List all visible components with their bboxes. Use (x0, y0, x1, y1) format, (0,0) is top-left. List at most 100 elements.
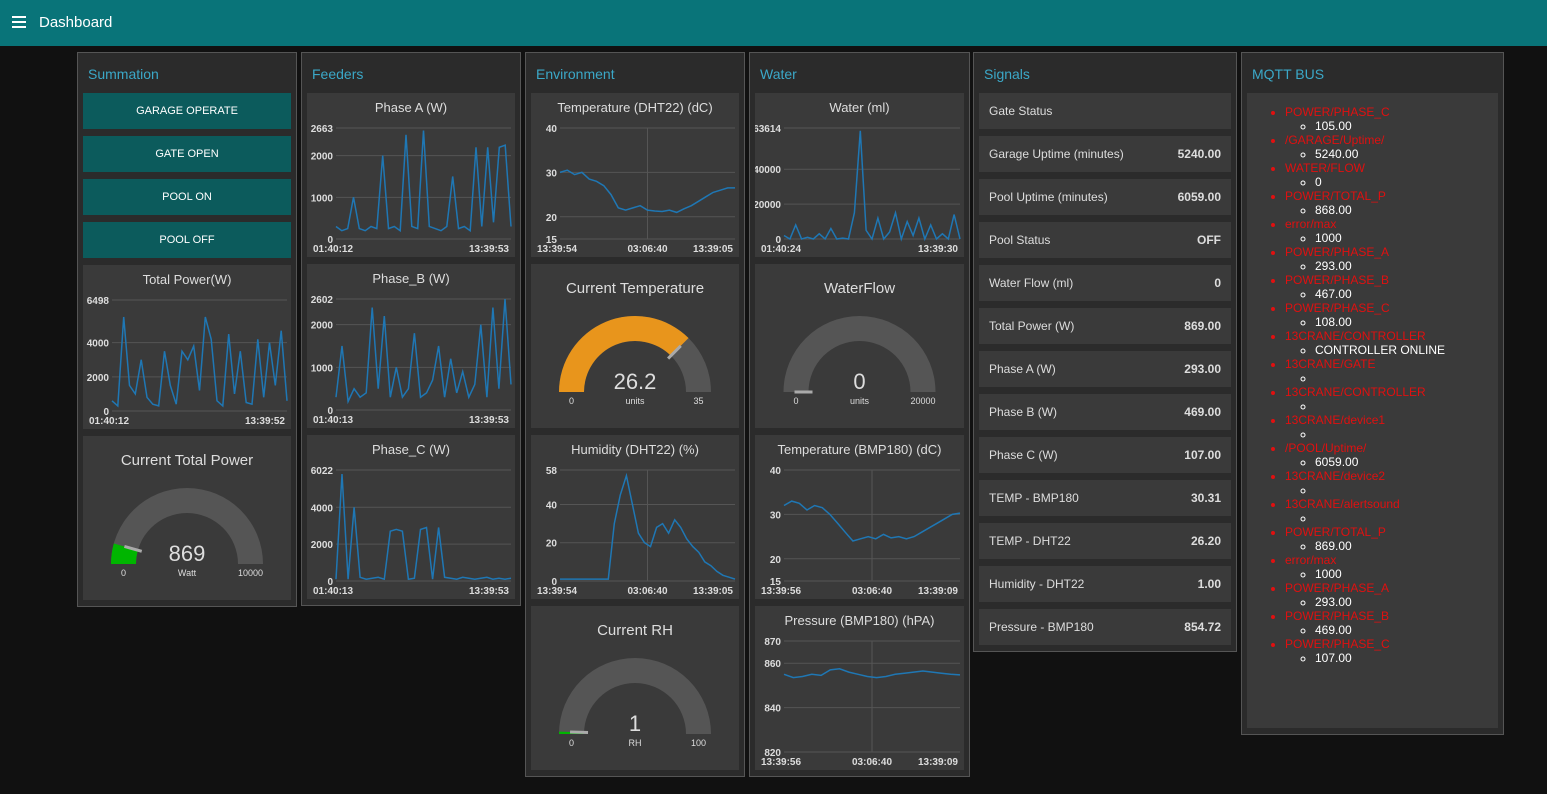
topic-item: POWER/PHASE_B469.00 (1285, 609, 1498, 637)
topic: POWER/PHASE_B (1285, 609, 1390, 623)
group: Summation GARAGE OPERATE GATE OPEN POOL ON P… (77, 52, 297, 607)
topic-item: error/max1000 (1285, 553, 1498, 581)
value-list: 107.00 (1285, 651, 1498, 665)
gauge: Current Total Power 869 Watt 0 10000 (111, 452, 263, 578)
chart: Phase_C (W) 0 2000 4000 6022 01:40:13 13:39:53 (311, 442, 512, 597)
line (559, 169, 735, 214)
value-list: 6059.00 (1285, 455, 1498, 469)
signal-row: Humidity - DHT22 1.00 (979, 566, 1231, 602)
button[interactable]: GATE OPEN (83, 136, 291, 172)
gauge-value: 1 (629, 711, 641, 736)
value-list: 5240.00 (1285, 147, 1498, 161)
topic: error/max (1285, 217, 1337, 231)
x-tick-label: 13:39:54 (537, 244, 577, 255)
group: Environment Temperature (DHT22) (dC) 15 20 3… (525, 52, 745, 777)
signal-row: Total Power (W) 869.00 (979, 308, 1231, 344)
gauge-card: Current RH 1 RH 0 100 (531, 606, 739, 770)
gauge-min: 0 (121, 568, 126, 578)
x-tick-label: 13:39:09 (918, 757, 958, 768)
x-tick-label: 01:40:12 (89, 416, 129, 427)
topic-item: POWER/PHASE_B467.00 (1285, 273, 1498, 301)
x-tick-label: 01:40:13 (313, 415, 353, 426)
button[interactable]: GARAGE OPERATE (83, 93, 291, 129)
header-title: Dashboard (39, 14, 113, 31)
topic-value: 107.00 (1315, 651, 1498, 665)
value-list: 293.00 (1285, 595, 1498, 609)
gauge-track (783, 315, 936, 392)
topic: 13CRANE/alertsound (1285, 497, 1400, 511)
signal-row: Phase C (W) 107.00 (979, 437, 1231, 473)
topic-item: POWER/PHASE_A293.00 (1285, 581, 1498, 609)
button[interactable]: POOL ON (83, 179, 291, 215)
gauge: Current RH 1 RH 0 100 (559, 622, 711, 748)
gauge-max: 20000 (910, 396, 935, 406)
topic-value: 1000 (1315, 567, 1498, 581)
signal-value: 293.00 (1184, 362, 1221, 376)
topic-item: 13CRANE/device1 (1285, 413, 1498, 441)
y-tick-label: 860 (764, 659, 781, 670)
y-tick-label: 0 (775, 235, 781, 246)
y-tick-label: 40000 (755, 165, 781, 176)
y-tick-label: 0 (103, 407, 109, 418)
x-tick-label: 13:39:54 (537, 586, 577, 597)
y-tick-label: 0 (327, 235, 333, 246)
gauge-value: 869 (169, 541, 206, 566)
value-list: 105.00 (1285, 119, 1498, 133)
topic: POWER/PHASE_C (1285, 637, 1390, 651)
topic-value: 6059.00 (1315, 455, 1498, 469)
group: Water Water (ml) 0 20000 40000 63614 01:40:24 1… (749, 52, 970, 777)
signal-label: Phase A (W) (989, 362, 1056, 376)
gauge-card: WaterFlow 0 units 0 20000 (755, 264, 964, 428)
gauge-fill (559, 316, 689, 392)
x-tick-label: 13:39:53 (469, 415, 509, 426)
topic-value (1315, 399, 1498, 413)
chart: Phase A (W) 0 1000 2000 2663 01:40:12 13:39:53 (311, 100, 512, 255)
signal-row: TEMP - DHT22 26.20 (979, 523, 1231, 559)
gauge-needle (124, 545, 143, 553)
signal-value: 469.00 (1184, 405, 1221, 419)
widgets: POWER/PHASE_C 105.00/GARAGE/Uptime/5240.0… (1242, 93, 1503, 734)
signal-label: Pressure - BMP180 (989, 620, 1094, 634)
topic: /GARAGE/Uptime/ (1285, 133, 1385, 147)
chart-title: Total Power(W) (143, 272, 232, 287)
chart-title: Phase_C (W) (372, 442, 450, 457)
y-tick-label: 1000 (311, 363, 334, 374)
chart-card: Pressure (BMP180) (hPA) 820 840 860 870 13:39… (755, 606, 964, 770)
topic-value: 5240.00 (1315, 147, 1498, 161)
signal-label: Phase C (W) (989, 448, 1058, 462)
topic-value (1315, 427, 1498, 441)
topic: 13CRANE/CONTROLLER (1285, 329, 1426, 343)
group: MQTT BUSPOWER/PHASE_C105.00/GARAGE/Uptim… (1241, 52, 1504, 735)
gauge-value: 26.2 (614, 369, 657, 394)
chart: Humidity (DHT22) (%) 0 20 40 58 13:39:54 03:06… (537, 442, 736, 597)
signal-label: Pool Status (989, 233, 1051, 247)
y-tick-label: 20 (546, 539, 558, 550)
y-tick-label: 58 (546, 466, 558, 477)
topic-value: 0 (1315, 175, 1498, 189)
mqtt-list: POWER/PHASE_C 105.00/GARAGE/Uptime/5240.0… (1247, 93, 1498, 728)
topic: POWER/PHASE_A (1285, 245, 1390, 259)
widgets: Phase A (W) 0 1000 2000 2663 01:40:12 13:39:53… (302, 93, 520, 605)
y-tick-label: 2000 (311, 152, 334, 163)
button[interactable]: POOL OFF (83, 222, 291, 258)
signal-value: OFF (1197, 233, 1221, 247)
signal-label: Water Flow (ml) (989, 276, 1074, 290)
gauge-title: WaterFlow (824, 280, 895, 297)
y-tick-label: 0 (327, 577, 333, 588)
signal-row: Phase A (W) 293.00 (979, 351, 1231, 387)
chart-card: Water (ml) 0 20000 40000 63614 01:40:24 13:39:… (755, 93, 964, 257)
gauge-units: units (850, 396, 870, 406)
gauge-title: Current Total Power (121, 452, 253, 469)
signal-label: Humidity - DHT22 (989, 577, 1085, 591)
signal-value: 107.00 (1184, 448, 1221, 462)
y-tick-label: 30 (546, 168, 558, 179)
chart-card: Total Power(W) 0 2000 4000 6498 01:40:12 13:39… (83, 265, 291, 429)
value-list (1285, 371, 1498, 385)
gauge-max: 10000 (238, 568, 263, 578)
topic-value: 108.00 (1315, 315, 1498, 329)
y-tick-label: 2000 (311, 540, 334, 551)
value-list (1285, 427, 1498, 441)
header: Dashboard (0, 0, 1547, 46)
menu-icon[interactable] (12, 16, 26, 28)
line (783, 130, 961, 242)
